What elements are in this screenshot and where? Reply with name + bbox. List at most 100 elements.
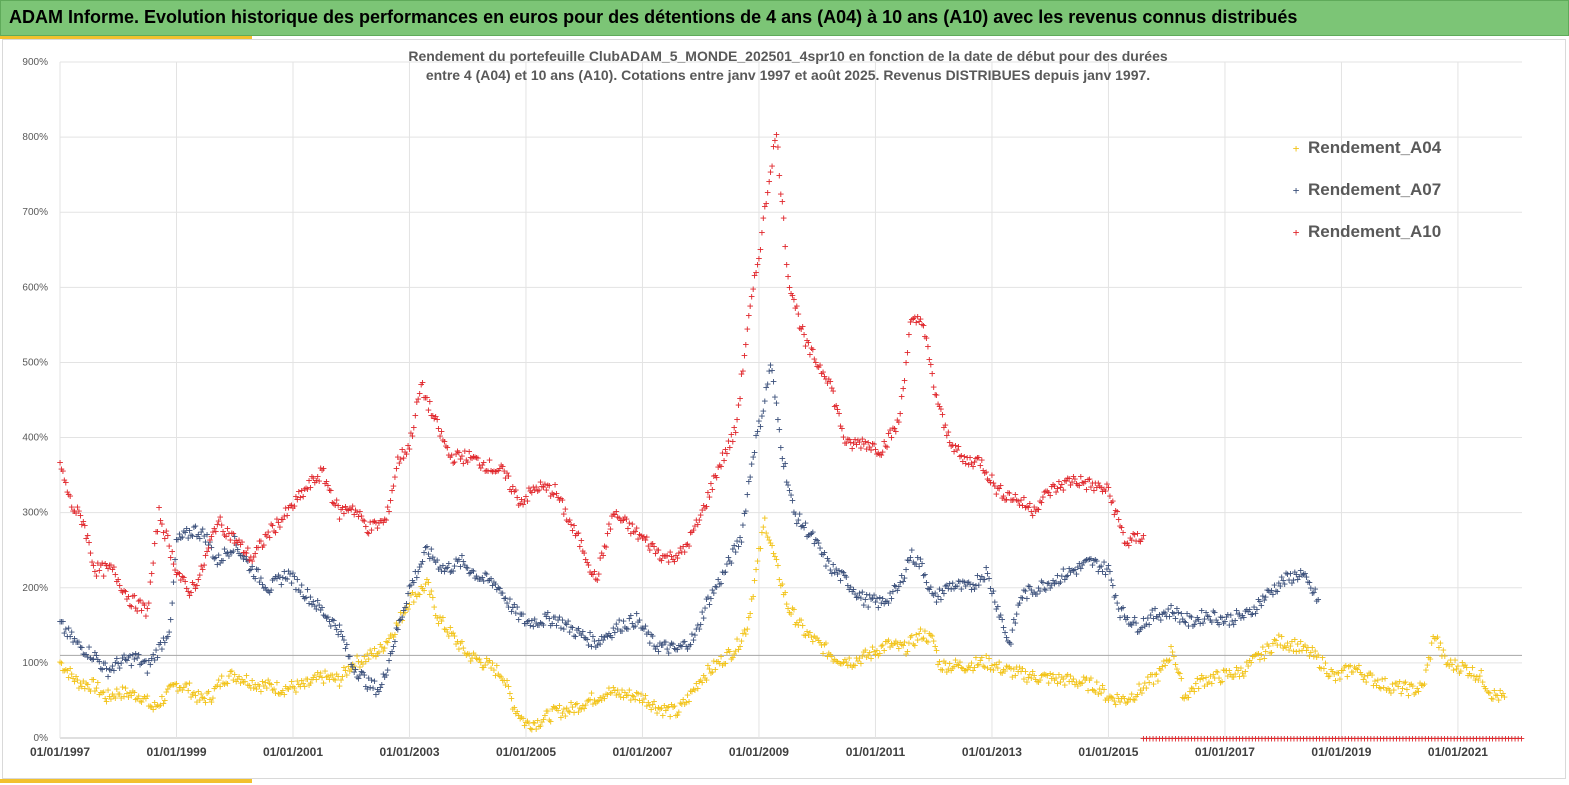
data-point-rendement-a07: +	[151, 653, 158, 666]
data-point-rendement-a07: +	[367, 681, 374, 694]
data-point-rendement-a07: +	[676, 639, 683, 652]
data-point-rendement-a04: +	[735, 643, 742, 656]
data-point-rendement-a04: +	[339, 670, 346, 683]
data-point-rendement-a04: +	[1193, 677, 1200, 690]
data-point-rendement-a10: +	[253, 541, 260, 554]
data-point-rendement-a04: +	[1392, 676, 1399, 689]
data-point-rendement-a04: +	[164, 683, 171, 696]
data-point-rendement-a07: +	[1028, 583, 1035, 596]
data-point-rendement-a07: +	[349, 661, 356, 674]
data-point-rendement-a07: +	[1041, 583, 1048, 596]
data-point-rendement-a07: +	[1241, 611, 1248, 624]
data-point-rendement-a10: +	[782, 240, 789, 253]
data-point-rendement-a04: +	[1118, 692, 1125, 705]
data-point-rendement-a07: +	[964, 576, 971, 589]
data-point-rendement-a07: +	[97, 662, 104, 675]
data-point-rendement-a07: +	[792, 508, 799, 521]
data-point-rendement-a04: +	[588, 687, 595, 700]
data-point-rendement-a10: +	[258, 534, 265, 547]
data-point-rendement-a04: +	[569, 701, 576, 714]
data-point-rendement-a04: +	[1147, 668, 1154, 681]
data-point-rendement-a07: +	[67, 630, 74, 643]
data-point-rendement-a10: +	[775, 141, 782, 154]
data-point-rendement-a07: +	[920, 569, 927, 582]
data-point-rendement-a04: +	[1053, 672, 1060, 685]
data-point-rendement-a04: +	[307, 676, 314, 689]
data-point-rendement-a07: +	[722, 566, 729, 579]
data-point-rendement-a04: +	[727, 645, 734, 658]
data-point-rendement-a04: +	[268, 678, 275, 691]
data-point-rendement-a07: +	[328, 620, 335, 633]
data-point-rendement-a04: +	[1433, 632, 1440, 645]
y-tick-label: 500%	[22, 357, 48, 368]
data-point-rendement-a07: +	[769, 364, 776, 377]
data-point-rendement-a07: +	[664, 642, 671, 655]
data-point-rendement-a07: +	[272, 570, 279, 583]
data-point-rendement-a04: +	[976, 658, 983, 671]
data-point-rendement-a04: +	[159, 690, 166, 703]
data-point-rendement-a07: +	[569, 621, 576, 634]
data-point-rendement-a04: +	[451, 630, 458, 643]
data-point-rendement-a10: +	[362, 520, 369, 533]
x-tick-label: 01/01/2011	[846, 745, 906, 759]
data-point-rendement-a07: +	[175, 533, 182, 546]
data-point-rendement-a10: +	[906, 328, 913, 341]
data-point-rendement-a10: +	[760, 211, 767, 224]
data-point-rendement-a04: +	[362, 655, 369, 668]
x-tick-label: 01/01/2003	[379, 745, 439, 759]
data-point-rendement-a07: +	[1092, 553, 1099, 566]
data-point-rendement-a04: +	[354, 650, 361, 663]
data-point-rendement-a07: +	[144, 666, 151, 679]
data-point-rendement-a04: +	[1229, 671, 1236, 684]
data-point-rendement-a04: +	[121, 690, 128, 703]
data-point-rendement-a04: +	[1206, 675, 1213, 688]
data-point-rendement-a04: +	[390, 631, 397, 644]
data-point-rendement-a04: +	[1209, 677, 1216, 690]
data-point-rendement-a04: +	[1054, 677, 1061, 690]
data-point-rendement-a04: +	[1060, 673, 1067, 686]
data-point-rendement-a07: +	[568, 621, 575, 634]
data-point-rendement-a04: +	[1043, 668, 1050, 681]
data-point-rendement-a07: +	[801, 521, 808, 534]
data-point-rendement-a07: +	[584, 633, 591, 646]
data-point-rendement-a04: +	[1028, 672, 1035, 685]
data-point-rendement-a07: +	[1134, 625, 1141, 638]
data-point-rendement-a07: +	[217, 556, 224, 569]
data-point-rendement-a04: +	[125, 691, 132, 704]
data-point-rendement-a04: +	[734, 632, 741, 645]
data-point-rendement-a10-baseline: +	[1518, 732, 1525, 745]
data-point-rendement-a04: +	[997, 666, 1004, 679]
data-point-rendement-a07: +	[628, 609, 635, 622]
data-point-rendement-a07: +	[1216, 618, 1223, 631]
data-point-rendement-a07: +	[942, 580, 949, 593]
data-point-rendement-a04: +	[1270, 637, 1277, 650]
data-point-rendement-a04: +	[818, 638, 825, 651]
data-point-rendement-a07: +	[999, 613, 1006, 626]
data-point-rendement-a04: +	[920, 632, 927, 645]
data-point-rendement-a04: +	[135, 689, 142, 702]
data-point-rendement-a10: +	[211, 522, 218, 535]
data-point-rendement-a04: +	[277, 687, 284, 700]
data-point-rendement-a07: +	[373, 688, 380, 701]
data-point-rendement-a10: +	[780, 211, 787, 224]
data-point-rendement-a07: +	[510, 601, 517, 614]
data-point-rendement-a04: +	[454, 635, 461, 648]
data-point-rendement-a07: +	[317, 603, 324, 616]
data-point-rendement-a07: +	[887, 587, 894, 600]
data-point-rendement-a04: +	[1025, 671, 1032, 684]
data-point-rendement-a07: +	[827, 563, 834, 576]
data-point-rendement-a04: +	[1334, 666, 1341, 679]
data-point-rendement-a04: +	[409, 586, 416, 599]
data-point-rendement-a04: +	[1442, 650, 1449, 663]
data-point-rendement-a10: +	[288, 498, 295, 511]
data-point-rendement-a04: +	[556, 699, 563, 712]
data-point-rendement-a04: +	[1401, 677, 1408, 690]
data-point-rendement-a04: +	[967, 661, 974, 674]
data-point-rendement-a04: +	[786, 606, 793, 619]
data-point-rendement-a04: +	[258, 685, 265, 698]
data-point-rendement-a04: +	[429, 591, 436, 604]
data-point-rendement-a04: +	[1497, 684, 1504, 697]
data-point-rendement-a07: +	[888, 592, 895, 605]
data-point-rendement-a04: +	[731, 647, 738, 660]
data-point-rendement-a07: +	[734, 535, 741, 548]
